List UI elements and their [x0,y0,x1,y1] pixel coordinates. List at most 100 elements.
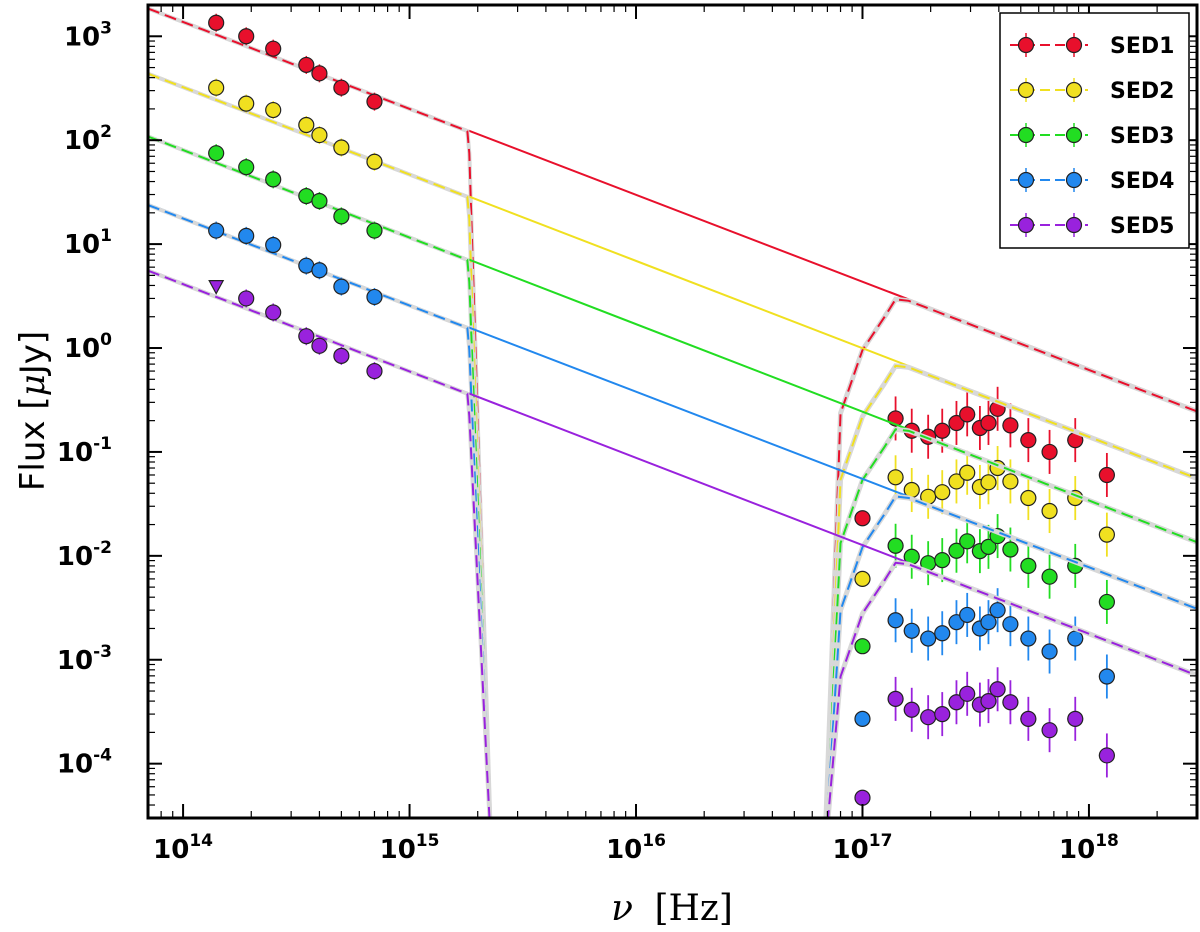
data-point [265,40,282,57]
data-point [980,538,997,555]
data-point [989,602,1006,619]
data-point [333,139,350,156]
legend-marker [1017,81,1035,99]
legend-marker [1017,171,1035,189]
x-tick-label: 1014 [153,831,213,865]
data-point [1002,473,1019,490]
legend-label: SED3 [1110,124,1174,149]
data-point [333,208,350,225]
data-point [238,159,255,176]
data-point [366,93,383,110]
legend-entry-sed4: SED4 [1010,168,1174,194]
absorbed-model-xray [825,364,1197,818]
data-point [1041,722,1058,739]
data-point [265,171,282,188]
data-point [980,693,997,710]
upper-limit-point [208,279,225,295]
data-point [887,469,904,486]
series-sed2 [148,71,1197,818]
y-tick-label: 100 [64,330,112,364]
x-tick-label: 1016 [606,831,666,865]
data-point [298,116,315,134]
data-point [311,126,328,144]
y-tick-label: 10-4 [57,746,112,780]
data-point [920,630,937,647]
series-sed5 [148,268,1197,818]
data-point [887,690,904,708]
data-point [959,606,976,624]
data-point [311,337,328,354]
absorbed-model-optical [148,269,491,818]
data-point [948,473,965,490]
data-point [366,222,383,239]
y-tick-labels: 103 102 101 100 10-1 10-2 10-3 10-4 [57,18,112,779]
legend-marker [1065,81,1083,99]
absorbed-model-band [148,203,492,818]
legend-marker [1065,171,1083,189]
absorbed-model-band [148,268,492,818]
data-point [1067,710,1084,727]
series-sed3 [148,134,1197,818]
x-axis-var: ν [611,888,633,929]
absorbed-model-optical [148,135,491,818]
legend-marker [1065,126,1083,144]
absorbed-model-optical [148,72,492,818]
data-point [238,227,255,244]
legend-entry-sed1: SED1 [1010,33,1174,59]
legend-marker [1017,216,1035,234]
data-point [948,414,965,432]
data-point [959,406,976,423]
data-point [934,625,951,642]
data-point [1098,526,1115,543]
absorbed-model-band [823,296,1197,818]
data-point [903,622,920,639]
y-tick-label: 101 [64,226,112,260]
data-point [1020,557,1037,575]
x-axis-unit: [Hz] [654,888,732,929]
data-point [854,710,871,727]
data-point [1002,616,1019,633]
data-point [854,570,871,587]
data-point [948,694,965,711]
legend: SED1 SED2 SED3 SED4 SED5 [999,12,1190,249]
legend-label: SED5 [1110,214,1174,239]
data-point [980,474,997,491]
absorbed-model-xray [826,495,1197,818]
data-point [333,347,350,364]
data-point [311,262,328,279]
data-point [948,542,965,559]
y-tick-label: 10-1 [57,434,112,468]
legend-marker [1065,36,1083,54]
data-point [934,484,951,501]
absorbed-model-band [148,71,493,818]
data-point [238,290,255,307]
data-point [1020,489,1037,507]
data-point [1002,541,1019,558]
y-axis-text: Flux [ [13,396,53,491]
data-point [1098,668,1115,685]
legend-marker [1017,36,1035,54]
data-point [311,192,328,210]
data-point [1041,502,1058,520]
data-point [265,101,282,119]
absorbed-model-xray [825,428,1197,818]
data-point [1002,694,1019,711]
data-point [920,709,937,726]
data-point [1041,568,1058,585]
data-point [265,304,282,321]
data-point [959,464,976,481]
absorbed-model-xray [827,561,1197,818]
x-tick-label: 1018 [1059,831,1119,865]
y-axis-mu: μ [13,374,53,396]
data-point [1002,417,1019,434]
data-point [298,56,315,74]
plot-frame [146,3,1199,820]
legend-marker [1017,126,1035,144]
data-point [1020,431,1037,449]
data-point [298,328,315,345]
data-point [989,681,1006,698]
data-point [959,533,976,550]
data-point [1041,443,1058,461]
data-point [980,614,997,631]
data-point [208,145,225,162]
